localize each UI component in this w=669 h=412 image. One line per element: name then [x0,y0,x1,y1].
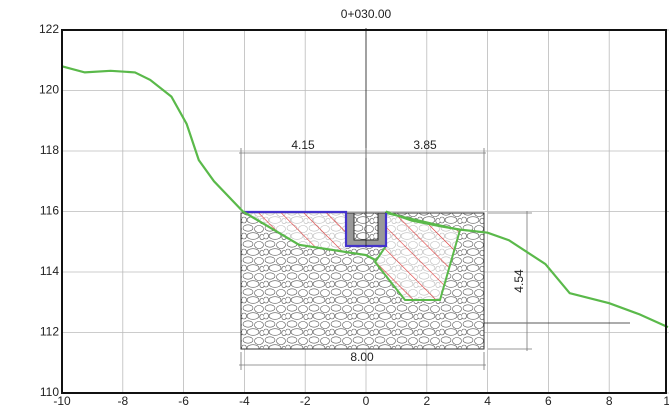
dimension-label: 8.00 [350,350,374,364]
ground-line [61,65,669,329]
y-tick-label: 116 [40,204,59,218]
cut-area [243,212,346,251]
y-tick-label: 114 [40,264,59,278]
x-tick-label: 0 [363,394,370,408]
x-tick-label: 10 [663,394,669,408]
design-line [243,210,388,248]
y-tick-label: 118 [40,143,59,157]
plot-frame [61,29,667,394]
dimension-label: 4.15 [291,138,315,152]
x-tick-label: 8 [606,394,613,408]
series [61,65,669,329]
chart-title: 0+030.00 [341,7,392,21]
x-tick-label: -10 [53,394,71,408]
y-tick-label: 110 [40,385,59,399]
x-tick-label: 2 [423,394,430,408]
y-tick-label: 112 [40,325,59,339]
y-tick-label: 120 [39,83,59,97]
x-tick-label: -6 [178,394,189,408]
dimension-label: 3.85 [413,138,437,152]
x-tick-label: -8 [117,394,128,408]
x-tick-label: 4 [484,394,491,408]
x-tick-label: 6 [545,394,552,408]
dimension-label: 4.54 [512,269,526,293]
x-tick-label: -2 [300,394,311,408]
x-tick-label: -4 [239,394,250,408]
y-tick-label: 122 [39,22,59,36]
